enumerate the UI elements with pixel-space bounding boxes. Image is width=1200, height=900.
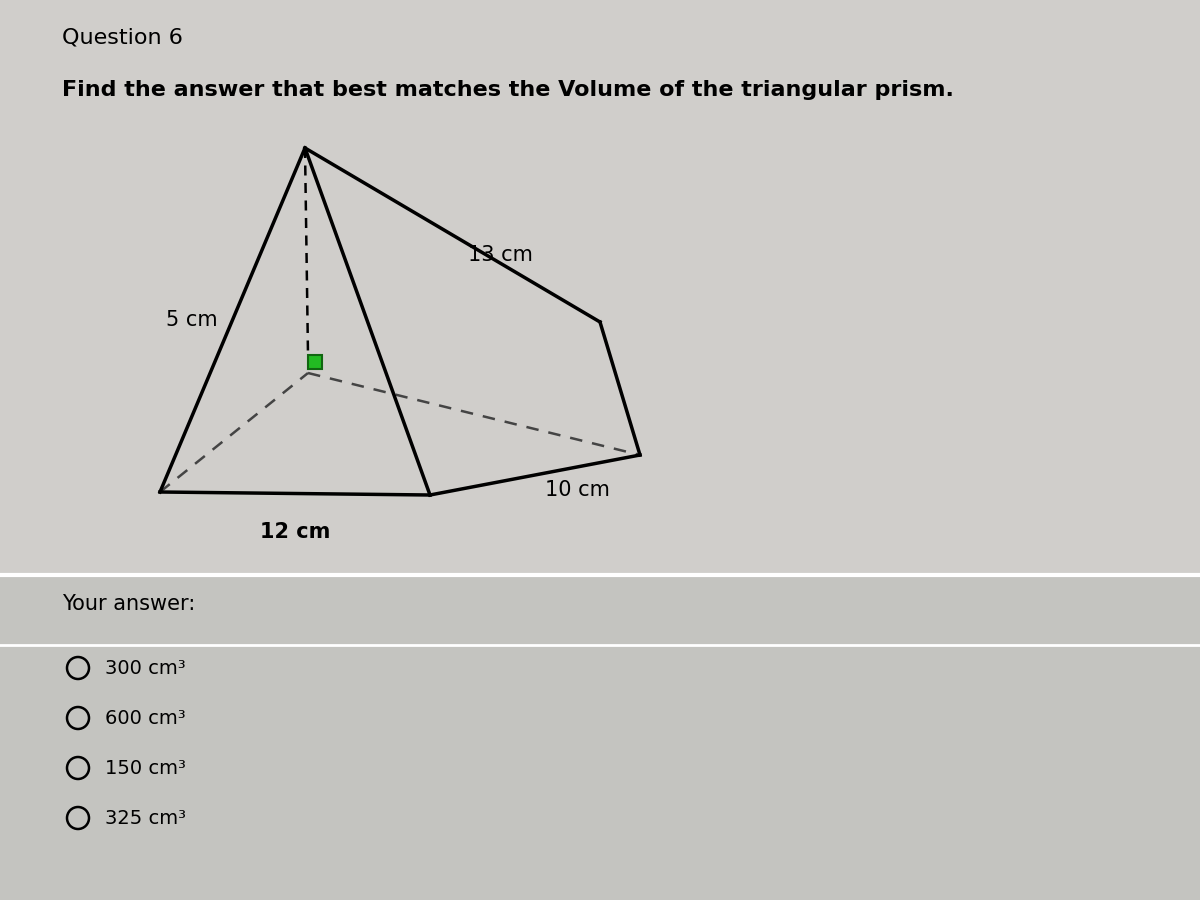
Text: 10 cm: 10 cm bbox=[545, 480, 610, 500]
Text: 150 cm³: 150 cm³ bbox=[106, 759, 186, 778]
Text: 13 cm: 13 cm bbox=[468, 245, 533, 265]
Text: 600 cm³: 600 cm³ bbox=[106, 708, 186, 727]
Text: 325 cm³: 325 cm³ bbox=[106, 808, 186, 827]
Polygon shape bbox=[308, 355, 322, 369]
Text: Find the answer that best matches the Volume of the triangular prism.: Find the answer that best matches the Vo… bbox=[62, 80, 954, 100]
Text: Your answer:: Your answer: bbox=[62, 594, 196, 614]
Text: Question 6: Question 6 bbox=[62, 28, 182, 48]
Text: 5 cm: 5 cm bbox=[166, 310, 217, 330]
Bar bbox=[0, 0, 1200, 575]
Text: 300 cm³: 300 cm³ bbox=[106, 659, 186, 678]
Text: 12 cm: 12 cm bbox=[260, 521, 330, 542]
Bar bbox=[0, 575, 1200, 900]
